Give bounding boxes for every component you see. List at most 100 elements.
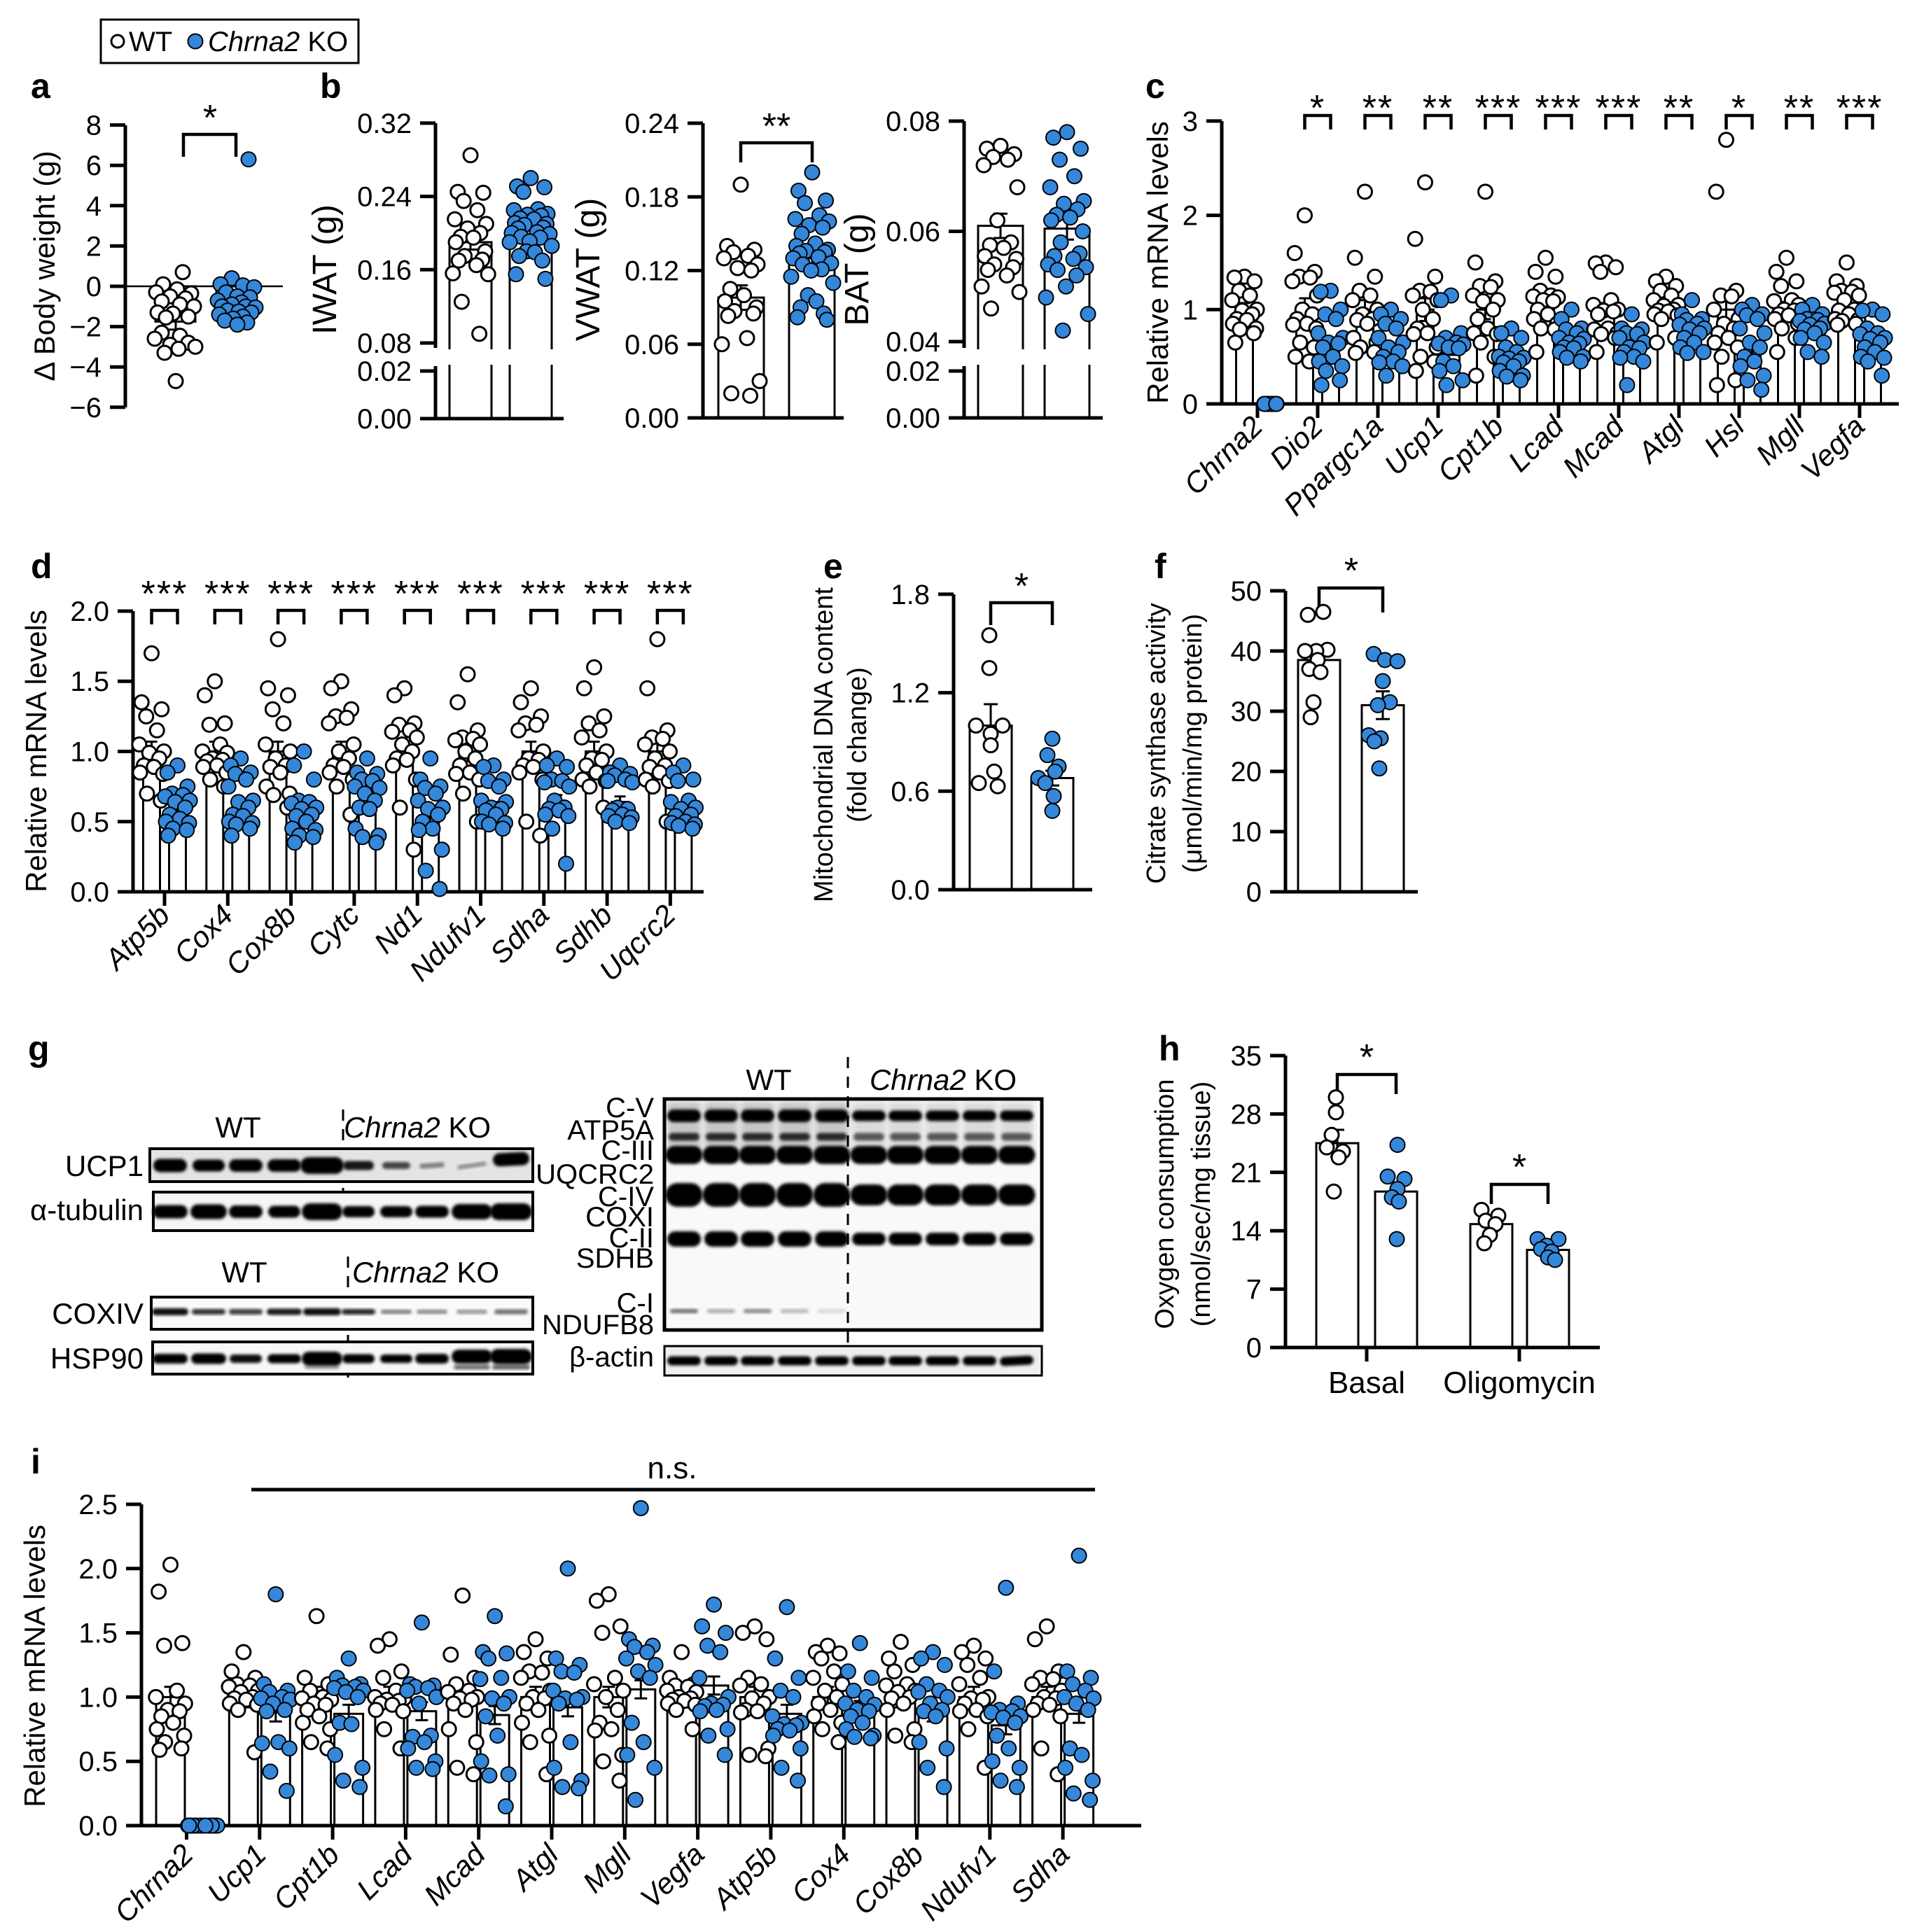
svg-text:Relative mRNA levels: Relative mRNA levels: [18, 1525, 51, 1807]
svg-text:**: **: [1664, 88, 1694, 129]
svg-text:Citrate synthase activity: Citrate synthase activity: [1142, 603, 1171, 883]
svg-text:***: ***: [331, 574, 378, 615]
svg-text:0.02: 0.02: [886, 356, 940, 387]
svg-text:WT: WT: [221, 1256, 267, 1289]
svg-text:**: **: [762, 106, 790, 147]
svg-text:1: 1: [1183, 295, 1198, 326]
svg-text:VWAT (g): VWAT (g): [570, 198, 607, 341]
svg-text:***: ***: [1836, 88, 1883, 129]
svg-text:*: *: [1512, 1147, 1526, 1188]
svg-text:a: a: [31, 66, 51, 106]
svg-text:10: 10: [1231, 817, 1262, 848]
svg-text:*: *: [1731, 88, 1747, 129]
svg-text:C-IV: C-IV: [598, 1182, 654, 1212]
svg-text:0.18: 0.18: [625, 182, 679, 213]
svg-text:0.16: 0.16: [357, 255, 412, 286]
svg-text:0: 0: [1246, 877, 1262, 908]
svg-text:*: *: [1344, 551, 1358, 592]
svg-text:Chrna2 KO: Chrna2 KO: [208, 27, 348, 57]
svg-text:1.8: 1.8: [891, 580, 930, 610]
svg-text:h: h: [1159, 1029, 1180, 1068]
svg-text:6: 6: [86, 150, 102, 181]
svg-text:1.0: 1.0: [70, 737, 109, 768]
svg-text:0.06: 0.06: [886, 217, 940, 248]
svg-text:C-V: C-V: [606, 1093, 654, 1124]
svg-text:(fold change): (fold change): [843, 667, 872, 822]
svg-text:Chrna2 KO: Chrna2 KO: [352, 1256, 499, 1289]
svg-text:1.0: 1.0: [78, 1682, 118, 1713]
svg-text:0.08: 0.08: [357, 328, 412, 359]
svg-text:UQCRC2: UQCRC2: [536, 1159, 654, 1190]
svg-text:β-actin: β-actin: [569, 1342, 654, 1373]
svg-text:(nmol/sec/mg tissue): (nmol/sec/mg tissue): [1187, 1082, 1216, 1327]
svg-text:8: 8: [86, 111, 102, 141]
svg-text:ATP5A: ATP5A: [567, 1115, 654, 1146]
svg-text:0: 0: [86, 272, 102, 302]
svg-text:0.00: 0.00: [625, 403, 679, 434]
svg-text:20: 20: [1231, 757, 1262, 788]
svg-text:UCP1: UCP1: [65, 1149, 144, 1182]
svg-text:2: 2: [1183, 201, 1198, 232]
svg-text:28: 28: [1231, 1099, 1262, 1130]
svg-text:COXIV: COXIV: [52, 1297, 144, 1330]
svg-text:Oligomycin: Oligomycin: [1443, 1366, 1596, 1400]
svg-text:Basal: Basal: [1328, 1366, 1405, 1400]
svg-text:2.0: 2.0: [78, 1554, 118, 1585]
svg-text:SDHB: SDHB: [576, 1243, 654, 1274]
svg-text:***: ***: [520, 574, 567, 615]
svg-text:0.5: 0.5: [70, 807, 109, 838]
svg-text:*: *: [203, 98, 217, 139]
svg-text:***: ***: [647, 574, 694, 615]
svg-text:Δ Body weight (g): Δ Body weight (g): [28, 150, 61, 381]
svg-text:IWAT (g): IWAT (g): [307, 204, 344, 335]
svg-text:14: 14: [1231, 1216, 1262, 1247]
svg-text:0.04: 0.04: [886, 327, 940, 358]
svg-text:0.0: 0.0: [70, 877, 109, 908]
svg-text:b: b: [320, 66, 342, 106]
svg-text:2.0: 2.0: [70, 596, 109, 627]
svg-text:***: ***: [1535, 88, 1582, 129]
svg-text:***: ***: [584, 574, 631, 615]
svg-text:0.5: 0.5: [78, 1746, 118, 1777]
svg-text:−4: −4: [69, 352, 102, 383]
svg-text:0: 0: [1246, 1333, 1262, 1364]
svg-text:0.02: 0.02: [357, 356, 412, 387]
svg-text:−6: −6: [69, 393, 102, 424]
svg-text:35: 35: [1231, 1041, 1262, 1072]
svg-text:0.24: 0.24: [625, 108, 679, 139]
svg-text:***: ***: [394, 574, 441, 615]
svg-text:0.06: 0.06: [625, 330, 679, 360]
svg-text:WT: WT: [129, 27, 172, 57]
svg-text:d: d: [31, 547, 53, 586]
svg-text:1.5: 1.5: [70, 666, 109, 697]
svg-text:0.6: 0.6: [891, 776, 930, 807]
svg-text:0.0: 0.0: [78, 1811, 118, 1842]
svg-text:*: *: [1360, 1037, 1374, 1078]
svg-text:**: **: [1784, 88, 1815, 129]
svg-text:−2: −2: [69, 312, 102, 343]
svg-text:e: e: [823, 547, 843, 586]
svg-text:Relative mRNA levels: Relative mRNA levels: [1141, 121, 1174, 404]
svg-text:1.2: 1.2: [891, 678, 930, 709]
svg-text:*: *: [1310, 88, 1325, 129]
svg-text:***: ***: [1596, 88, 1643, 129]
svg-text:2.5: 2.5: [78, 1490, 118, 1520]
svg-text:α-tubulin: α-tubulin: [30, 1194, 144, 1226]
svg-text:WT: WT: [746, 1063, 791, 1096]
svg-text:0: 0: [1183, 389, 1198, 420]
svg-text:C-I: C-I: [617, 1288, 654, 1319]
svg-text:***: ***: [141, 574, 188, 615]
svg-text:***: ***: [1475, 88, 1522, 129]
svg-text:4: 4: [86, 191, 102, 222]
svg-text:HSP90: HSP90: [50, 1342, 144, 1375]
svg-text:c: c: [1145, 66, 1165, 106]
svg-text:**: **: [1423, 88, 1454, 129]
svg-text:COXI: COXI: [585, 1202, 654, 1233]
svg-text:7: 7: [1246, 1275, 1262, 1306]
svg-text:0.08: 0.08: [886, 106, 940, 137]
svg-text:Mitochondrial DNA content: Mitochondrial DNA content: [809, 587, 839, 902]
svg-text:50: 50: [1231, 576, 1262, 607]
svg-text:2: 2: [86, 231, 102, 262]
svg-text:Oxygen consumption: Oxygen consumption: [1150, 1079, 1180, 1329]
svg-text:C-II: C-II: [609, 1223, 654, 1254]
